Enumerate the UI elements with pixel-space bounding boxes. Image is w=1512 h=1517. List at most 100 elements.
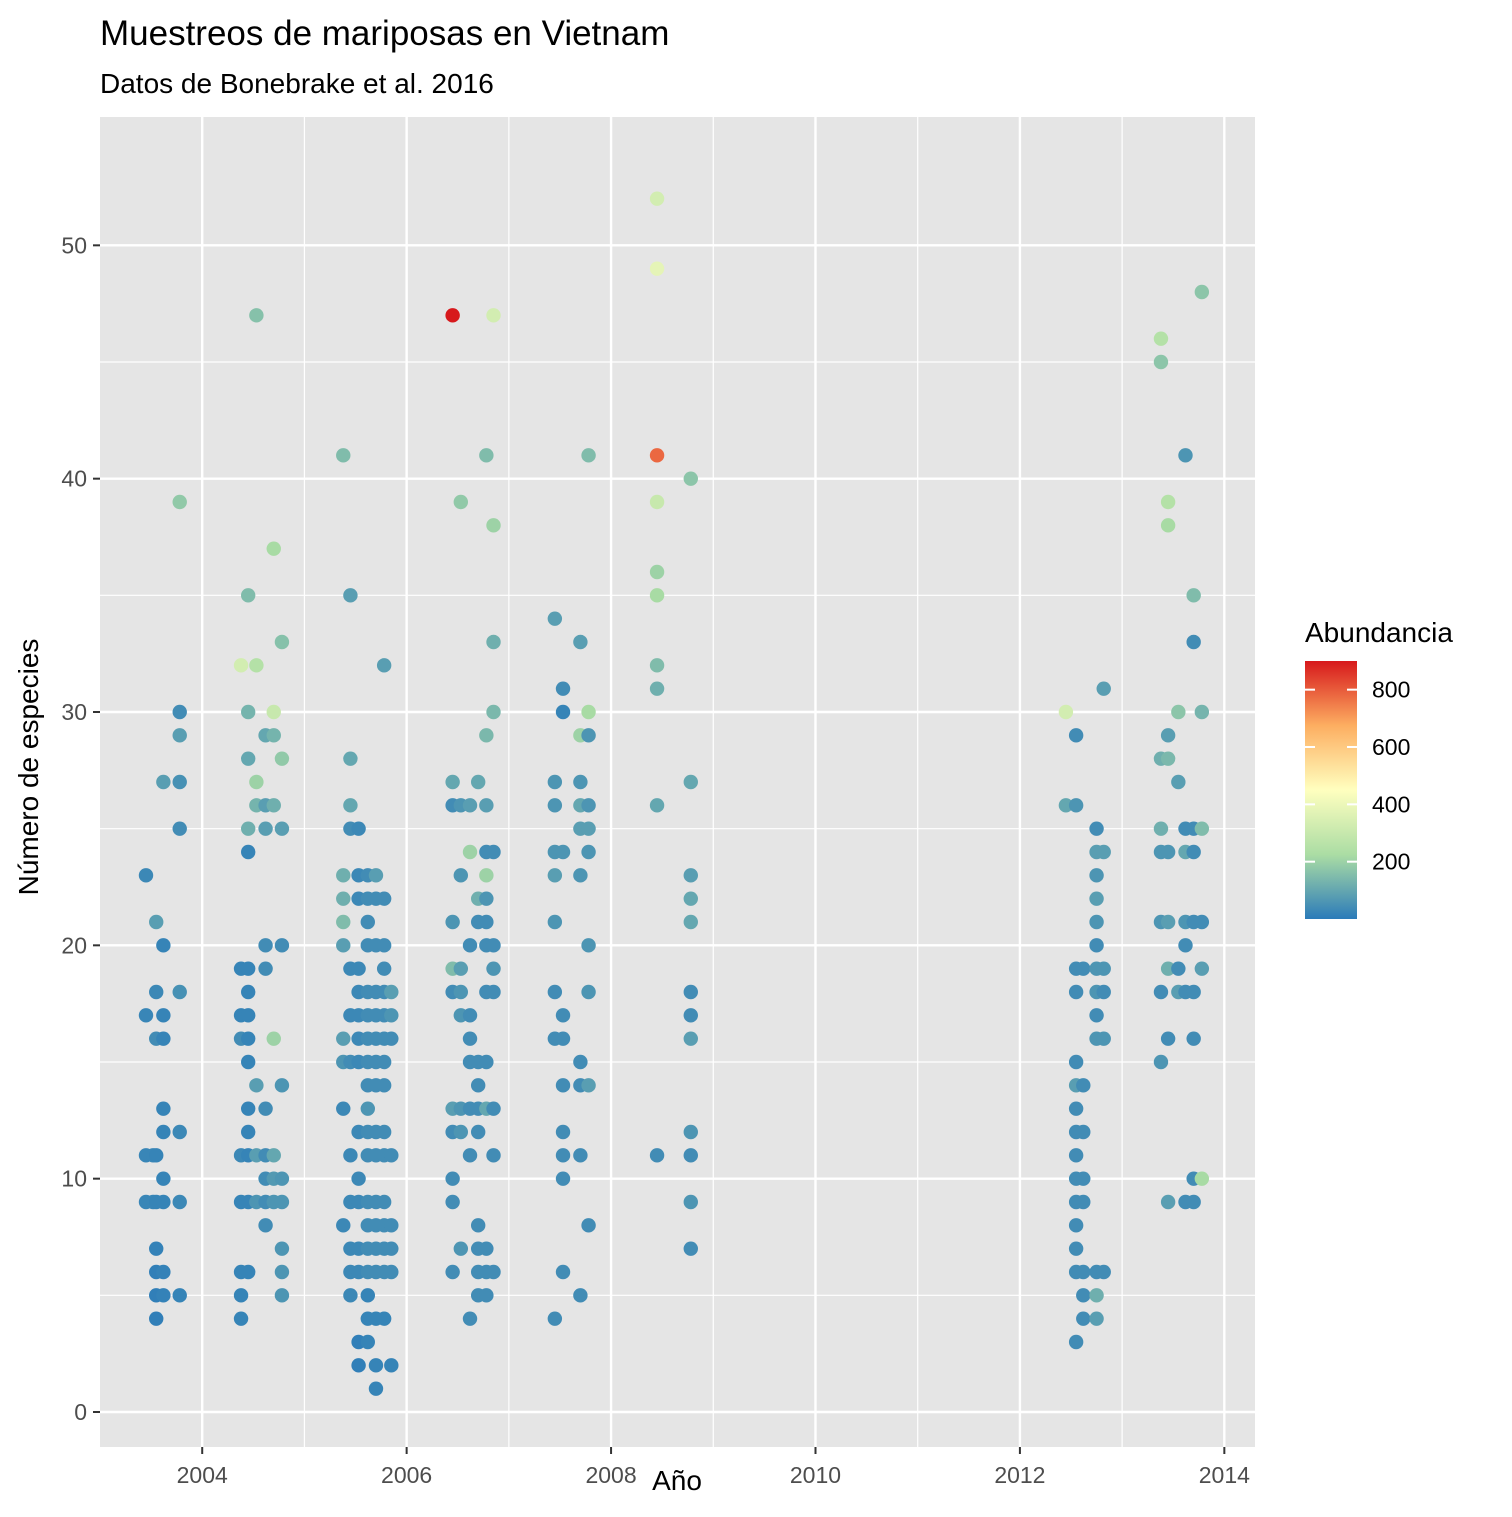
data-point <box>1186 588 1201 603</box>
data-point <box>683 1241 698 1256</box>
data-point <box>1160 1031 1176 1046</box>
data-point <box>156 774 171 790</box>
data-point <box>479 891 494 906</box>
y-tick-label: 40 <box>61 466 87 492</box>
data-point <box>649 564 665 580</box>
data-point <box>1194 284 1210 300</box>
data-point <box>649 261 665 276</box>
data-point <box>1076 1194 1091 1210</box>
data-point <box>649 588 665 603</box>
data-point <box>241 588 256 603</box>
data-point <box>1068 1218 1084 1233</box>
data-point <box>486 984 501 1000</box>
data-point <box>384 1358 399 1373</box>
data-point <box>445 1194 460 1210</box>
data-point <box>241 1264 256 1280</box>
data-point <box>336 938 351 953</box>
data-point <box>453 1241 469 1256</box>
data-point <box>241 984 256 1000</box>
data-point <box>274 751 290 766</box>
data-point <box>1171 961 1186 976</box>
data-point <box>555 1124 571 1140</box>
data-point <box>258 821 273 836</box>
data-point <box>368 1381 384 1396</box>
data-point <box>547 868 563 883</box>
data-point <box>486 308 501 323</box>
data-point <box>683 891 698 906</box>
data-point <box>384 1218 399 1233</box>
data-point <box>462 1148 478 1163</box>
data-point <box>555 681 571 696</box>
data-point <box>1058 704 1074 720</box>
data-point <box>241 844 256 860</box>
data-point <box>360 914 375 930</box>
y-tick-label: 0 <box>74 1399 87 1425</box>
data-point <box>581 938 596 953</box>
data-point <box>233 658 249 673</box>
data-point <box>258 1101 273 1116</box>
data-point <box>555 1031 571 1046</box>
data-point <box>258 938 273 953</box>
data-point <box>1160 914 1176 930</box>
data-point <box>486 938 501 953</box>
data-point <box>233 1288 249 1303</box>
data-point <box>149 914 164 930</box>
data-point <box>1089 938 1104 953</box>
data-point <box>683 471 698 486</box>
data-point <box>156 1194 171 1210</box>
data-point <box>581 821 596 836</box>
data-point <box>274 938 290 953</box>
data-point <box>172 1124 187 1140</box>
data-point <box>376 1194 392 1210</box>
data-point <box>241 821 256 836</box>
data-point <box>1186 984 1201 1000</box>
data-point <box>156 1171 171 1186</box>
data-point <box>274 634 290 650</box>
legend-tick-label: 200 <box>1372 849 1410 875</box>
data-point <box>172 728 187 743</box>
y-tick-label: 20 <box>61 932 87 958</box>
data-point <box>384 1148 399 1163</box>
data-point <box>479 1241 494 1256</box>
data-point <box>573 868 588 883</box>
data-point <box>149 1241 164 1256</box>
data-point <box>241 1054 256 1070</box>
data-point <box>1076 1311 1091 1326</box>
y-tick-label: 10 <box>61 1166 87 1192</box>
legend-colorbar <box>1305 661 1357 919</box>
data-point <box>266 541 281 556</box>
data-point <box>156 1264 171 1280</box>
data-point <box>1068 1148 1084 1163</box>
data-point <box>1089 1288 1104 1303</box>
data-point <box>1153 331 1169 346</box>
data-point <box>1076 1288 1091 1303</box>
data-point <box>453 868 469 883</box>
data-point <box>683 1031 698 1046</box>
data-point <box>649 798 665 813</box>
data-point <box>1153 1054 1169 1070</box>
data-point <box>470 1218 486 1233</box>
data-point <box>1194 821 1210 836</box>
data-point <box>683 1124 698 1140</box>
data-point <box>555 1078 571 1093</box>
data-point <box>1068 984 1084 1000</box>
data-point <box>479 1054 494 1070</box>
data-point <box>486 518 501 533</box>
legend-title: Abundancia <box>1305 617 1453 648</box>
data-point <box>683 1008 698 1023</box>
data-point <box>453 984 469 1000</box>
data-point <box>376 891 392 906</box>
data-point <box>351 1358 366 1373</box>
legend-tick-label: 400 <box>1372 791 1410 817</box>
data-point <box>479 728 494 743</box>
data-point <box>479 448 494 463</box>
data-point <box>1160 961 1176 976</box>
data-point <box>445 308 460 323</box>
data-point <box>462 844 478 860</box>
axes: 2004 2006 2008 2010 2012 2014 0 10 20 30 40 50 <box>61 232 1250 1488</box>
data-point <box>241 704 256 720</box>
data-point <box>1076 1124 1091 1140</box>
data-point <box>336 448 351 463</box>
data-point <box>266 1148 281 1163</box>
data-point <box>573 634 588 650</box>
